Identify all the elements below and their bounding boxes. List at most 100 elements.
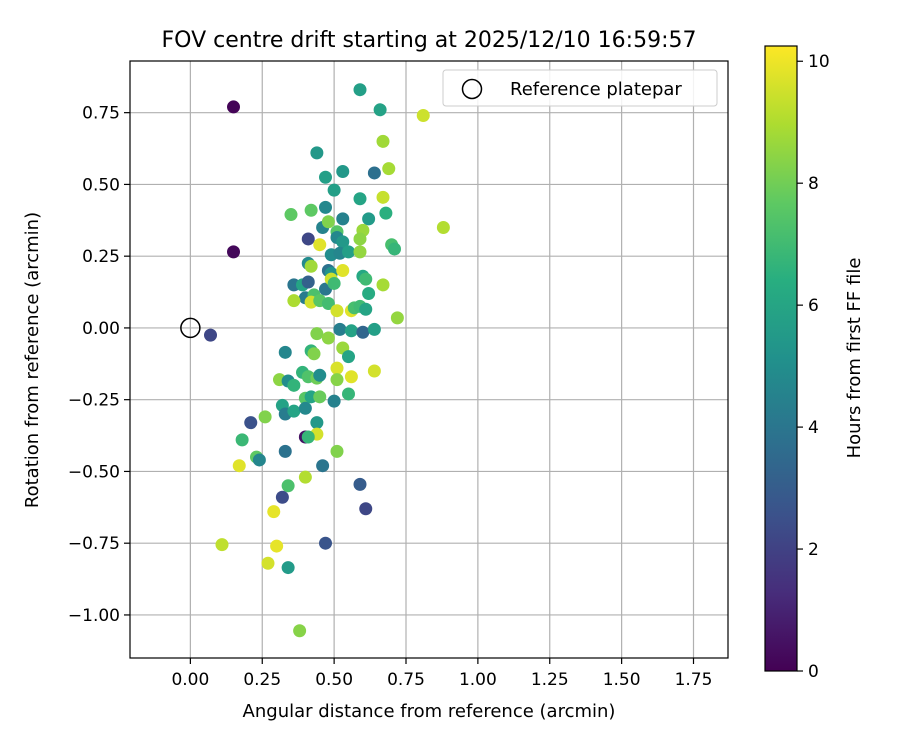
y-tick-label: −0.75 — [68, 534, 120, 554]
data-point — [287, 294, 301, 308]
y-axis-ticks: 0.75 0.50 0.25 0.00 −0.25 −0.50 −0.75 −1.00 — [68, 104, 130, 626]
plot-frame — [129, 60, 729, 659]
data-point — [390, 311, 404, 325]
data-point — [293, 624, 307, 638]
data-point — [261, 556, 275, 570]
data-point — [342, 245, 355, 259]
data-point — [301, 275, 315, 289]
data-point — [287, 404, 301, 418]
data-point — [307, 347, 321, 361]
colorbar-tick-label: 2 — [808, 540, 819, 560]
data-point — [367, 322, 381, 336]
x-tick-label: 0.25 — [243, 670, 281, 690]
data-point — [353, 477, 367, 491]
y-tick-label: 0.50 — [82, 175, 120, 195]
y-tick-label: 0.75 — [82, 104, 120, 124]
data-point — [344, 370, 358, 384]
data-point — [330, 304, 344, 318]
grid — [130, 61, 728, 658]
y-tick-label: 0.25 — [82, 247, 120, 267]
x-axis-label: Angular distance from reference (arcmin) — [243, 701, 616, 722]
data-point — [313, 238, 327, 252]
data-point — [353, 232, 367, 246]
reference-marker — [180, 317, 201, 339]
y-tick-label: 0.00 — [82, 319, 120, 339]
data-point — [215, 538, 229, 552]
x-tick-label: 0.75 — [387, 670, 425, 690]
data-point — [321, 331, 335, 345]
data-point — [376, 278, 390, 292]
data-point — [310, 146, 324, 160]
data-point — [376, 134, 390, 148]
data-point — [336, 165, 350, 179]
data-point — [330, 361, 344, 375]
data-point — [227, 245, 240, 259]
data-point — [367, 166, 381, 180]
data-point — [298, 470, 312, 484]
x-tick-label: 0.50 — [315, 670, 353, 690]
data-point — [319, 536, 332, 550]
data-point — [327, 183, 341, 197]
data-point — [304, 259, 318, 273]
data-point — [313, 368, 327, 382]
data-point — [252, 453, 266, 467]
data-point — [310, 327, 324, 341]
chart-title: FOV centre drift starting at 2025/12/10 … — [162, 28, 697, 53]
x-tick-label: 1.25 — [531, 670, 569, 690]
x-tick-label: 0.00 — [171, 670, 209, 690]
data-point — [275, 490, 289, 504]
data-point — [359, 272, 373, 286]
data-point — [353, 245, 367, 259]
data-point — [353, 192, 367, 206]
data-point — [258, 410, 272, 424]
colorbar-label: Hours from first FF file — [844, 258, 865, 459]
data-point — [336, 264, 350, 278]
data-point — [388, 242, 401, 256]
data-point — [301, 232, 315, 246]
data-point — [330, 373, 344, 387]
data-point — [342, 387, 355, 401]
legend-entry-label: Reference platepar — [510, 79, 682, 100]
y-axis-label: Rotation from reference (arcmin) — [22, 212, 43, 508]
colorbar-ticks: 0 2 4 6 8 10 — [797, 52, 830, 682]
x-axis-ticks: 0.00 0.25 0.50 0.75 1.00 1.25 1.50 1.75 — [171, 658, 712, 690]
data-point — [436, 220, 450, 234]
data-point — [304, 203, 318, 217]
data-point — [319, 200, 332, 214]
data-point — [336, 235, 350, 249]
data-point — [267, 505, 281, 519]
data-point — [373, 103, 387, 117]
data-point — [362, 286, 376, 300]
data-point — [356, 325, 370, 339]
y-tick-label: −0.25 — [68, 391, 120, 411]
data-point — [327, 276, 341, 290]
data-point — [298, 401, 312, 415]
reference-platepar-marker — [180, 317, 201, 339]
data-point — [333, 322, 347, 336]
data-point — [244, 416, 258, 430]
data-point — [235, 433, 249, 447]
data-point — [359, 502, 373, 516]
data-points — [204, 83, 450, 638]
data-point — [316, 459, 330, 473]
x-tick-label: 1.75 — [675, 670, 713, 690]
data-point — [330, 444, 344, 458]
data-point — [342, 350, 355, 364]
legend-reference-marker-icon — [461, 78, 483, 100]
colorbar-tick-label: 8 — [808, 174, 819, 194]
data-point — [353, 83, 367, 97]
data-point — [376, 190, 390, 204]
legend-box — [442, 69, 718, 107]
colorbar-tick-label: 10 — [808, 52, 830, 72]
colorbar-tick-label: 6 — [808, 296, 819, 316]
data-point — [321, 215, 335, 229]
colorbar-gradient — [764, 45, 798, 672]
data-point — [327, 394, 341, 408]
data-point — [382, 162, 396, 176]
data-point — [270, 539, 284, 553]
data-point — [281, 561, 295, 575]
x-tick-label: 1.50 — [603, 670, 641, 690]
data-point — [232, 459, 246, 473]
data-point — [362, 212, 376, 226]
